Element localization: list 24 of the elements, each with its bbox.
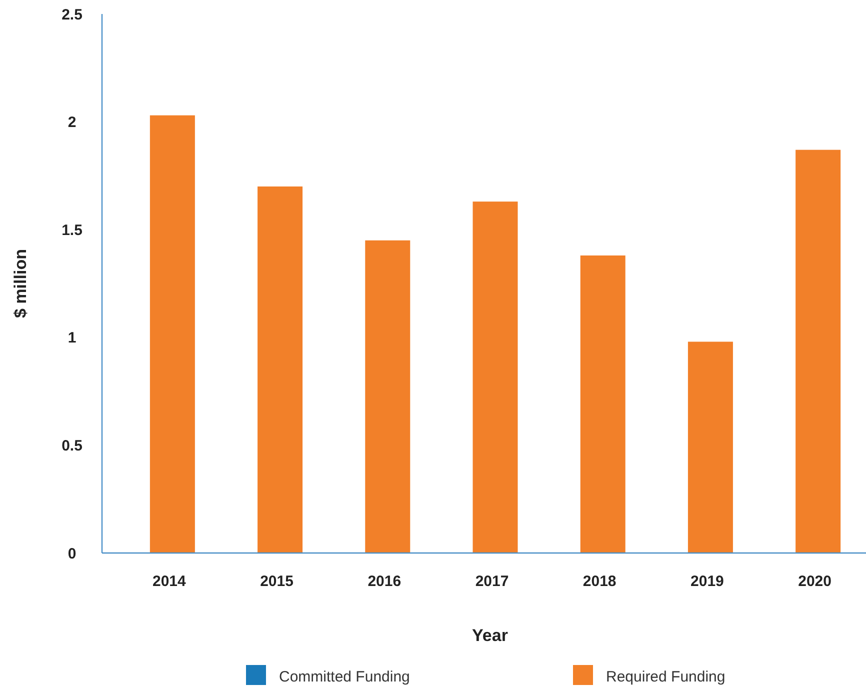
bar: [365, 240, 410, 553]
y-tick-label: 1: [68, 330, 76, 347]
x-tick-label: 2014: [152, 573, 187, 590]
bar: [150, 115, 195, 553]
bar: [472, 202, 518, 553]
bar: [580, 255, 626, 553]
x-tick-label: 2019: [690, 573, 724, 590]
y-tick-label: 0.5: [62, 437, 82, 454]
y-tick-label: 2.5: [62, 6, 82, 24]
x-tick-label: 2018: [582, 573, 616, 590]
bar: [796, 150, 841, 553]
legend-label: Committed Funding: [279, 668, 410, 686]
y-tick-label: 1.5: [62, 222, 82, 239]
y-axis-title: $ million: [11, 249, 30, 318]
x-tick-label: 2016: [368, 573, 402, 590]
x-tick-label: 2017: [475, 573, 509, 590]
bar: [688, 342, 733, 553]
x-tick-label: 2020: [798, 573, 832, 590]
y-tick-label: 0: [68, 545, 76, 562]
legend-label: Required Funding: [606, 668, 726, 686]
x-tick-label: 2015: [260, 573, 294, 590]
y-tick-label: 2: [68, 114, 76, 132]
x-axis-title: Year: [472, 626, 508, 645]
bar: [258, 186, 303, 553]
